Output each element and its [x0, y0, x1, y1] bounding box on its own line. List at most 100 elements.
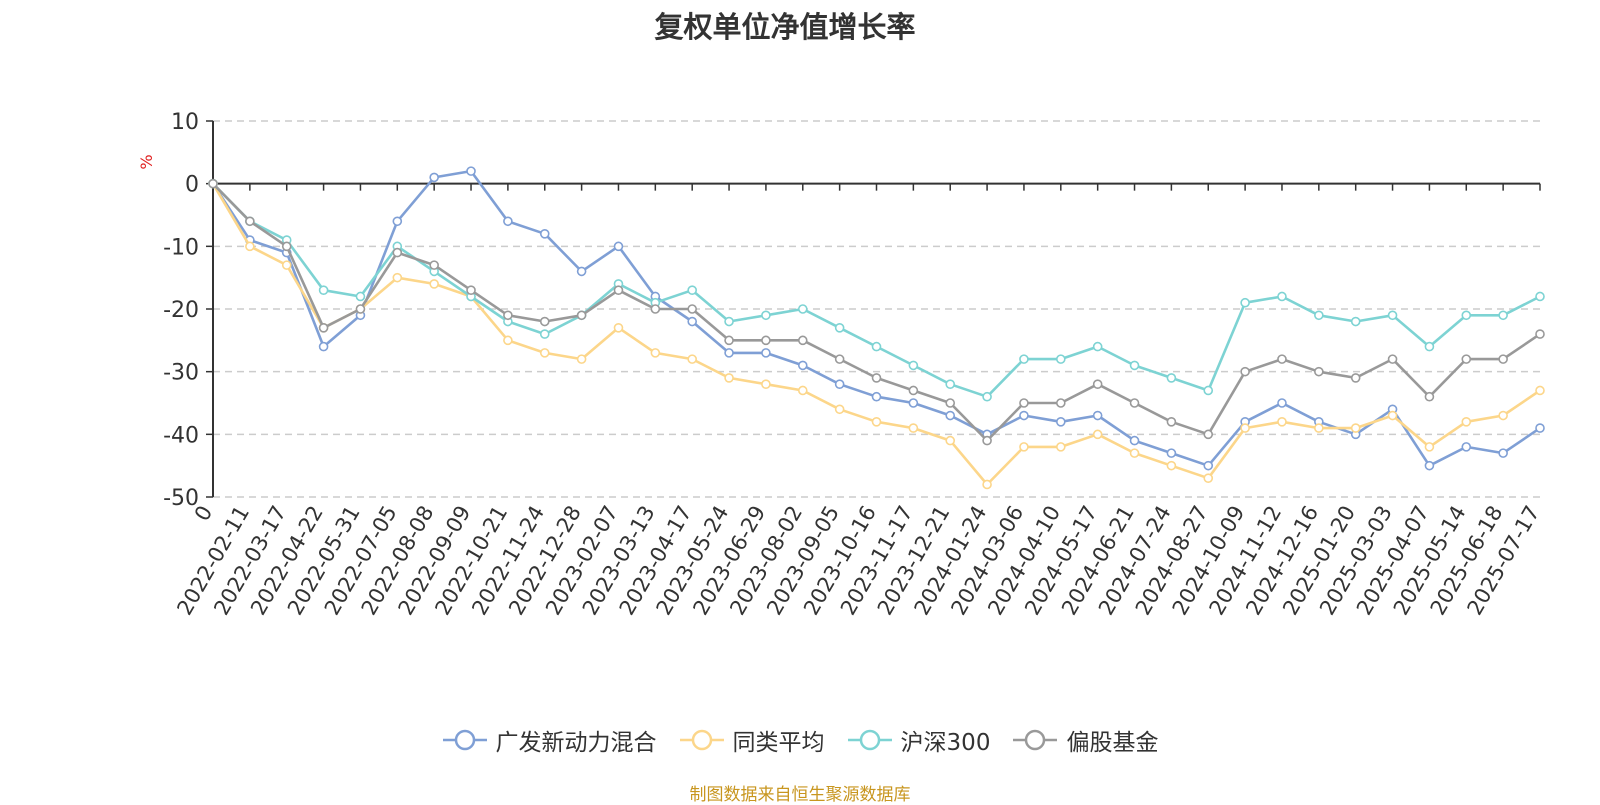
- data-point: [429, 279, 439, 289]
- data-point: [834, 322, 845, 333]
- data-point: [1092, 410, 1103, 421]
- data-point: [1056, 354, 1066, 364]
- data-point: [1092, 341, 1103, 352]
- series-lines: [208, 166, 1545, 490]
- data-point: [761, 379, 771, 390]
- data-point: [355, 291, 366, 302]
- legend: 广发新动力混合 同类平均 沪深300 偏股基金: [0, 722, 1600, 758]
- legend-swatch: [847, 729, 892, 751]
- legend-item-2[interactable]: 同类平均: [679, 723, 825, 757]
- data-point: [650, 304, 661, 314]
- data-point: [1498, 410, 1508, 421]
- data-point: [466, 166, 476, 176]
- data-point: [539, 329, 550, 339]
- data-point: [1240, 297, 1250, 308]
- data-point: [908, 360, 919, 371]
- data-point: [539, 348, 550, 358]
- legend-item-1[interactable]: 广发新动力混合: [442, 723, 657, 757]
- source-note: 制图数据来自恒生聚源数据库: [689, 785, 911, 805]
- data-point: [576, 266, 587, 277]
- data-point: [1277, 354, 1287, 364]
- data-point: [724, 316, 734, 327]
- data-point: [1203, 473, 1214, 484]
- data-point: [761, 335, 771, 346]
- data-point: [1129, 360, 1140, 371]
- data-point: [797, 360, 808, 371]
- data-point: [1498, 354, 1508, 364]
- chart-title: 复权单位净值增长率: [654, 10, 916, 44]
- series-line-2: [211, 183, 1541, 486]
- data-point: [613, 285, 624, 296]
- data-point: [392, 216, 403, 227]
- x-tick-label: 0: [190, 502, 217, 526]
- data-point: [1166, 448, 1177, 458]
- y-tick-label: 0: [185, 173, 199, 198]
- data-point: [1019, 442, 1029, 452]
- data-point: [1350, 373, 1361, 383]
- data-point: [761, 310, 771, 321]
- data-point: [1056, 416, 1066, 427]
- data-point: [539, 316, 550, 327]
- data-point: [1535, 423, 1545, 433]
- data-point: [908, 398, 919, 408]
- data-point: [1535, 291, 1545, 302]
- legend-label: 同类平均: [732, 730, 825, 756]
- data-point: [1019, 398, 1029, 408]
- data-point: [687, 304, 697, 314]
- data-point: [982, 435, 992, 446]
- data-point: [945, 435, 956, 446]
- data-point: [539, 229, 550, 239]
- data-point: [1535, 329, 1545, 339]
- data-point: [1535, 385, 1545, 396]
- data-point: [871, 341, 882, 352]
- y-tick-label: -50: [163, 486, 199, 511]
- legend-swatch-marker: [859, 729, 880, 751]
- y-tick-label: -10: [163, 235, 199, 260]
- data-point: [1277, 398, 1287, 408]
- y-tick-label: -30: [163, 361, 199, 386]
- data-point: [1498, 448, 1508, 458]
- grid-lines: [213, 120, 1540, 498]
- legend-swatch: [1013, 729, 1058, 751]
- legend-item-4[interactable]: 偏股基金: [1012, 723, 1158, 757]
- data-point: [797, 335, 808, 346]
- legend-swatch-marker: [1025, 729, 1046, 751]
- data-point: [761, 348, 771, 358]
- data-point: [1092, 379, 1103, 390]
- y-tick-label: 10: [171, 110, 199, 135]
- data-point: [945, 410, 956, 421]
- data-point: [1019, 410, 1029, 421]
- data-point: [1461, 442, 1472, 452]
- data-point: [1461, 310, 1472, 321]
- data-point: [1461, 354, 1472, 364]
- data-point: [687, 354, 697, 364]
- data-point: [429, 260, 439, 270]
- data-point: [724, 348, 734, 358]
- data-point: [1240, 423, 1250, 433]
- data-point: [908, 423, 919, 433]
- legend-swatch: [442, 729, 487, 751]
- data-point: [318, 285, 329, 296]
- data-point: [355, 304, 366, 314]
- tick-labels: 100-10-20-30-40-50%02022-02-112022-03-17…: [137, 110, 1544, 619]
- data-point: [392, 272, 403, 283]
- data-point: [466, 285, 476, 296]
- data-point: [1387, 354, 1398, 364]
- data-point: [797, 304, 808, 314]
- data-point: [687, 316, 697, 327]
- data-point: [281, 260, 292, 270]
- data-point: [871, 416, 882, 427]
- data-point: [208, 178, 218, 189]
- data-point: [318, 322, 329, 333]
- data-point: [503, 310, 513, 321]
- legend-item-3[interactable]: 沪深300: [847, 723, 990, 757]
- data-point: [245, 216, 255, 227]
- data-point: [281, 241, 292, 252]
- data-point: [392, 247, 403, 258]
- data-point: [650, 348, 661, 358]
- data-point: [1461, 416, 1472, 427]
- data-point: [245, 241, 255, 252]
- data-point: [797, 385, 808, 396]
- data-point: [1203, 460, 1214, 471]
- data-point: [1129, 448, 1140, 458]
